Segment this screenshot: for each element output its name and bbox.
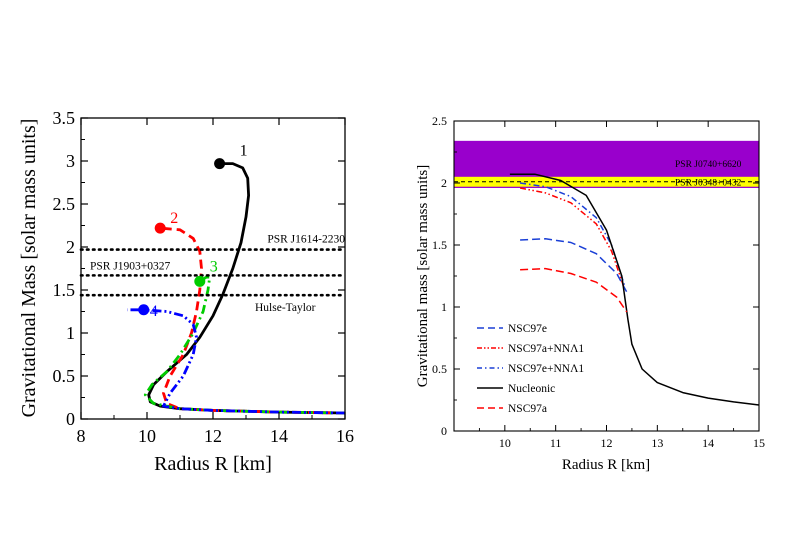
- y-tick-label: 0: [441, 424, 447, 438]
- x-tick-label: 10: [138, 426, 156, 446]
- x-tick-label: 14: [270, 426, 288, 446]
- y-tick-label: 1: [441, 300, 447, 314]
- left-x-axis-label: Radius R [km]: [154, 453, 272, 475]
- series-line: [147, 162, 346, 415]
- y-tick-label: 2: [66, 237, 75, 257]
- series-label: 3: [210, 258, 218, 275]
- y-tick-label: 2.5: [53, 194, 76, 214]
- legend-label: NSC97a: [508, 403, 547, 415]
- series-line: [509, 173, 760, 406]
- x-tick-label: 15: [753, 436, 765, 450]
- y-tick-label: 3: [66, 151, 75, 171]
- legend-label: NSC97e: [508, 323, 547, 335]
- y-tick-label: 1: [66, 323, 75, 343]
- left-chart: PSR J1614-2230 PSR J1903+0327 Hulse-Taylor…: [18, 108, 354, 475]
- y-tick-label: 1.5: [53, 280, 76, 300]
- y-tick-label: 0.5: [432, 362, 447, 376]
- y-tick-label: 0: [66, 409, 75, 429]
- y-tick-label: 3.5: [53, 108, 76, 128]
- y-tick-label: 2: [441, 176, 447, 190]
- right-y-axis-label: Gravitational mass [solar mass units]: [415, 165, 431, 387]
- band-label: PSR J0740+6620: [675, 160, 742, 170]
- series-line: [127, 308, 346, 415]
- reference-line-label: PSR J1614-2230: [267, 234, 345, 246]
- y-tick-label: 1.5: [432, 238, 447, 252]
- x-tick-label: 12: [601, 436, 613, 450]
- legend-label: NSC97a+NNΛ1: [508, 343, 584, 355]
- x-tick-label: 11: [550, 436, 562, 450]
- series-endpoint-marker: [214, 158, 226, 170]
- series-line: [143, 275, 346, 415]
- series-label: 1: [240, 143, 248, 160]
- series-line: [520, 238, 628, 293]
- reference-line-label: Hulse-Taylor: [255, 302, 316, 314]
- y-tick-label: 0.5: [53, 366, 76, 386]
- mass-band: [454, 176, 759, 187]
- x-tick-label: 8: [77, 426, 86, 446]
- series-label: 2: [170, 210, 178, 227]
- right-x-axis-label: Radius R [km]: [562, 457, 650, 473]
- y-tick-label: 2.5: [432, 114, 447, 128]
- x-tick-label: 10: [499, 436, 511, 450]
- series-label: 4: [150, 303, 158, 320]
- series-line: [160, 226, 346, 415]
- series-line: [519, 187, 626, 289]
- x-tick-label: 16: [336, 426, 354, 446]
- series-endpoint-marker: [154, 222, 166, 234]
- x-tick-label: 14: [702, 436, 714, 450]
- series-line: [520, 267, 628, 313]
- x-tick-label: 12: [204, 426, 222, 446]
- legend-label: NSC97e+NNΛ1: [508, 363, 584, 375]
- reference-line-label: PSR J1903+0327: [90, 260, 171, 272]
- left-y-axis-label: Gravitational Mass [solar mass units]: [18, 119, 40, 418]
- series-endpoint-marker: [138, 304, 150, 316]
- series-endpoint-marker: [194, 275, 206, 287]
- x-tick-label: 13: [651, 436, 663, 450]
- legend-label: Nucleonic: [508, 383, 555, 395]
- band-label: PSR J0348+0432: [675, 178, 742, 188]
